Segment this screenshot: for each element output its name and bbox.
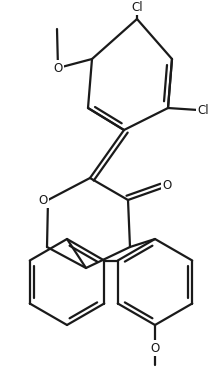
Text: Cl: Cl bbox=[197, 104, 209, 116]
Text: O: O bbox=[162, 178, 172, 191]
Text: Cl: Cl bbox=[131, 1, 143, 14]
Text: O: O bbox=[53, 62, 63, 75]
Text: O: O bbox=[150, 341, 160, 355]
Text: O: O bbox=[38, 194, 48, 207]
